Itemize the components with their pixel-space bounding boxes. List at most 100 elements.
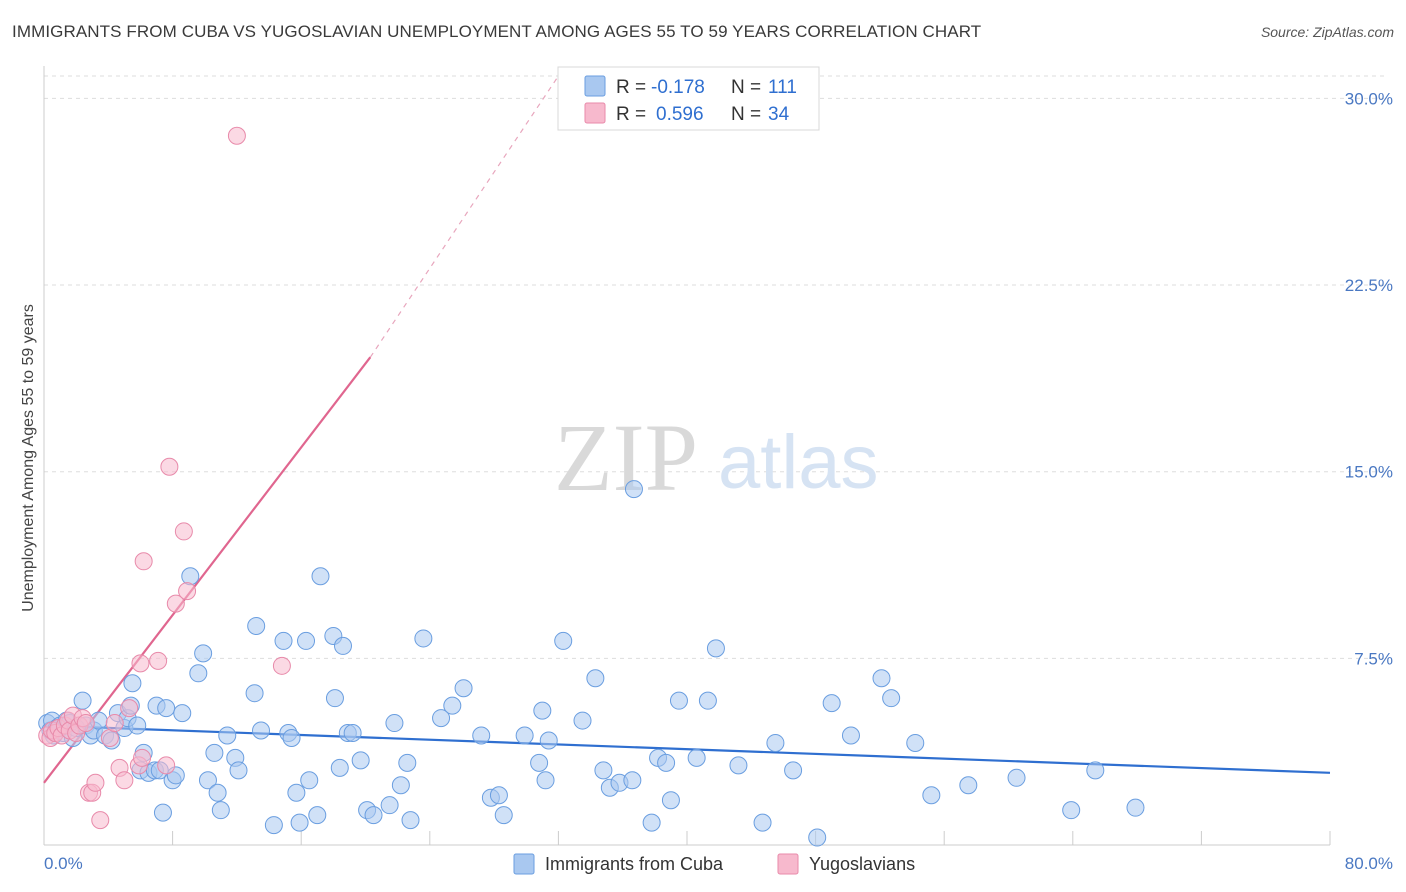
- legend-swatch-cuba: [584, 75, 606, 97]
- point-cuba-49: [274, 631, 293, 650]
- point-cuba-88: [594, 761, 613, 780]
- point-cuba-41: [211, 801, 230, 820]
- point-cuba-101: [729, 756, 748, 775]
- point-cuba-79: [494, 806, 513, 825]
- y-axis-label: Unemployment Among Ages 55 to 59 years: [20, 304, 37, 612]
- point-cuba-114: [1062, 801, 1081, 820]
- point-cuba-55: [300, 771, 319, 790]
- legend-n-value-yugo: 34: [768, 104, 790, 125]
- point-cuba-92: [624, 480, 643, 499]
- point-cuba-87: [586, 669, 605, 688]
- point-cuba-86: [573, 711, 592, 730]
- point-cuba-30: [153, 803, 172, 822]
- legend-r-label-cuba: R =: [616, 77, 646, 98]
- point-yugo-33: [272, 656, 291, 675]
- point-cuba-48: [264, 816, 283, 835]
- point-yugo-19: [105, 714, 124, 733]
- bottom-legend-label-cuba: Immigrants from Cuba: [545, 854, 724, 874]
- point-yugo-32: [178, 582, 197, 601]
- point-yugo-30: [166, 594, 185, 613]
- point-cuba-72: [414, 629, 433, 648]
- point-cuba-60: [330, 758, 349, 777]
- point-yugo-18: [100, 728, 119, 747]
- point-cuba-11: [73, 691, 92, 710]
- point-cuba-110: [906, 733, 925, 752]
- point-cuba-95: [657, 753, 676, 772]
- y-tick-label-3: 30.0%: [1345, 89, 1393, 108]
- legend-r-label-yugo: R =: [616, 104, 646, 125]
- source-credit: Source: ZipAtlas.com: [1260, 24, 1394, 40]
- point-cuba-106: [822, 694, 841, 713]
- point-cuba-54: [297, 631, 316, 650]
- y-tick-label-0: 7.5%: [1354, 649, 1393, 668]
- point-cuba-51: [282, 728, 301, 747]
- point-cuba-100: [706, 639, 725, 658]
- point-yugo-34: [227, 126, 246, 145]
- grid-lines: [44, 75, 1385, 659]
- point-cuba-42: [218, 726, 237, 745]
- watermark: ZIP atlas: [554, 404, 879, 511]
- point-cuba-99: [698, 691, 717, 710]
- point-cuba-44: [229, 761, 248, 780]
- point-cuba-52: [287, 783, 306, 802]
- trend-line-yugo-extension: [369, 75, 559, 358]
- point-cuba-108: [872, 669, 891, 688]
- point-yugo-17: [91, 811, 110, 830]
- point-cuba-102: [753, 813, 772, 832]
- point-cuba-63: [343, 724, 362, 743]
- legend-swatch-yugo: [584, 102, 606, 124]
- point-cuba-113: [1007, 768, 1026, 787]
- point-cuba-70: [398, 753, 417, 772]
- point-cuba-64: [351, 751, 370, 770]
- point-cuba-103: [766, 733, 785, 752]
- point-cuba-38: [198, 771, 217, 790]
- point-cuba-93: [642, 813, 661, 832]
- point-cuba-69: [391, 776, 410, 795]
- point-yugo-31: [174, 522, 193, 541]
- legend-n-value-cuba: 111: [768, 77, 797, 98]
- point-cuba-31: [157, 699, 176, 718]
- point-cuba-34: [173, 704, 192, 723]
- point-cuba-73: [432, 709, 451, 728]
- chart-title: IMMIGRANTS FROM CUBA VS YUGOSLAVIAN UNEM…: [12, 22, 982, 41]
- point-cuba-53: [290, 813, 309, 832]
- point-cuba-23: [128, 716, 147, 735]
- bottom-legend: Immigrants from Cuba Yugoslavians: [513, 853, 915, 875]
- point-cuba-68: [385, 714, 404, 733]
- legend-n-label-cuba: N =: [731, 77, 761, 98]
- point-cuba-82: [533, 701, 552, 720]
- point-cuba-98: [687, 748, 706, 767]
- point-cuba-47: [252, 721, 271, 740]
- point-yugo-24: [133, 748, 152, 767]
- point-yugo-29: [160, 457, 179, 476]
- point-cuba-71: [401, 811, 420, 830]
- point-cuba-37: [194, 644, 213, 663]
- legend-box: R = -0.178 N = 111 R = 0.596 N = 34: [557, 66, 820, 131]
- point-cuba-36: [189, 664, 208, 683]
- y-tick-label-2: 22.5%: [1345, 276, 1393, 295]
- point-cuba-97: [669, 691, 688, 710]
- legend-r-value-yugo: 0.596: [656, 104, 704, 125]
- point-cuba-105: [808, 828, 827, 847]
- point-cuba-46: [247, 616, 266, 635]
- bottom-legend-label-yugo: Yugoslavians: [809, 854, 915, 874]
- point-cuba-75: [454, 679, 473, 698]
- point-yugo-26: [134, 552, 153, 571]
- point-cuba-39: [205, 743, 224, 762]
- point-cuba-66: [364, 806, 383, 825]
- legend-r-value-cuba: -0.178: [651, 77, 705, 98]
- watermark-atlas: atlas: [718, 420, 879, 505]
- point-yugo-25: [131, 654, 150, 673]
- point-cuba-81: [530, 753, 549, 772]
- point-cuba-78: [489, 786, 508, 805]
- point-cuba-40: [208, 783, 227, 802]
- point-cuba-112: [959, 776, 978, 795]
- point-cuba-116: [1126, 798, 1145, 817]
- y-tick-label-1: 15.0%: [1345, 463, 1393, 482]
- point-yugo-22: [120, 699, 139, 718]
- point-cuba-85: [554, 631, 573, 650]
- point-cuba-57: [311, 567, 330, 586]
- point-cuba-21: [123, 674, 142, 693]
- point-yugo-27: [149, 651, 168, 670]
